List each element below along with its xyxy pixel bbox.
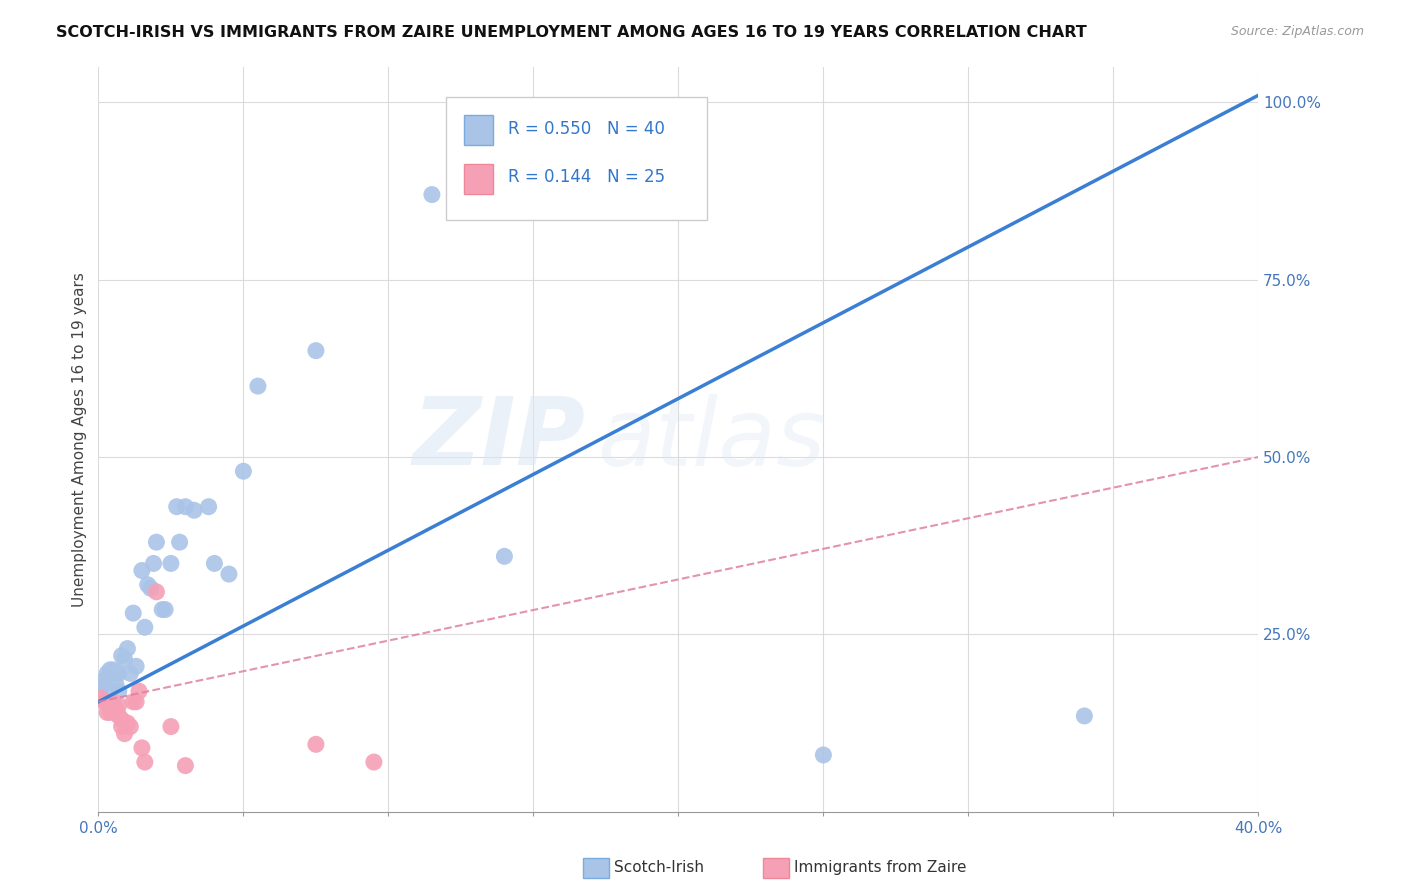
Point	[363, 755, 385, 769]
Point	[131, 564, 153, 578]
Point	[114, 727, 136, 741]
Point	[142, 557, 165, 571]
FancyBboxPatch shape	[464, 164, 494, 194]
Point	[104, 706, 127, 720]
Point	[246, 379, 269, 393]
Point	[90, 681, 112, 695]
Point	[166, 500, 188, 514]
Text: atlas: atlas	[598, 393, 825, 485]
Point	[101, 666, 124, 681]
Point	[305, 737, 328, 751]
Point	[90, 691, 112, 706]
Point	[197, 500, 219, 514]
Text: Scotch-Irish: Scotch-Irish	[614, 860, 704, 874]
Point	[104, 677, 127, 691]
Point	[125, 695, 148, 709]
Text: R = 0.144   N = 25: R = 0.144 N = 25	[508, 168, 665, 186]
Point	[104, 666, 127, 681]
Y-axis label: Unemployment Among Ages 16 to 19 years: Unemployment Among Ages 16 to 19 years	[72, 272, 87, 607]
Point	[218, 567, 240, 582]
Point	[128, 684, 150, 698]
Point	[169, 535, 191, 549]
Point	[96, 666, 118, 681]
Point	[107, 666, 129, 681]
Point	[120, 666, 142, 681]
Point	[117, 716, 139, 731]
Text: Immigrants from Zaire: Immigrants from Zaire	[794, 860, 967, 874]
Point	[1073, 709, 1095, 723]
Point	[111, 713, 132, 727]
Point	[101, 698, 124, 713]
Point	[145, 584, 167, 599]
Point	[104, 702, 127, 716]
Point	[305, 343, 328, 358]
Point	[204, 557, 226, 571]
Point	[232, 464, 254, 478]
Point	[134, 755, 156, 769]
Point	[136, 578, 159, 592]
Point	[494, 549, 516, 564]
Point	[120, 720, 142, 734]
Text: SCOTCH-IRISH VS IMMIGRANTS FROM ZAIRE UNEMPLOYMENT AMONG AGES 16 TO 19 YEARS COR: SCOTCH-IRISH VS IMMIGRANTS FROM ZAIRE UN…	[56, 25, 1087, 40]
Point	[98, 663, 121, 677]
Point	[122, 695, 145, 709]
Point	[145, 535, 167, 549]
Point	[125, 659, 148, 673]
Text: Source: ZipAtlas.com: Source: ZipAtlas.com	[1230, 25, 1364, 38]
Point	[111, 720, 132, 734]
Point	[96, 706, 118, 720]
Point	[813, 747, 835, 762]
Point	[183, 503, 205, 517]
Point	[139, 582, 162, 596]
Point	[101, 695, 124, 709]
Point	[131, 740, 153, 755]
Text: R = 0.550   N = 40: R = 0.550 N = 40	[508, 120, 665, 137]
Point	[174, 500, 197, 514]
Point	[134, 620, 156, 634]
Point	[117, 641, 139, 656]
Point	[107, 684, 129, 698]
FancyBboxPatch shape	[447, 96, 707, 219]
Point	[174, 758, 197, 772]
Point	[101, 663, 124, 677]
Point	[96, 681, 118, 695]
Point	[153, 602, 176, 616]
Point	[114, 652, 136, 666]
Point	[107, 698, 129, 713]
Point	[122, 606, 145, 620]
Point	[420, 187, 443, 202]
Point	[98, 706, 121, 720]
Point	[93, 673, 115, 688]
Point	[93, 695, 115, 709]
Point	[111, 648, 132, 663]
Point	[150, 602, 173, 616]
FancyBboxPatch shape	[464, 115, 494, 145]
Text: ZIP: ZIP	[413, 393, 585, 485]
Point	[160, 557, 183, 571]
Point	[160, 720, 183, 734]
Point	[107, 709, 129, 723]
